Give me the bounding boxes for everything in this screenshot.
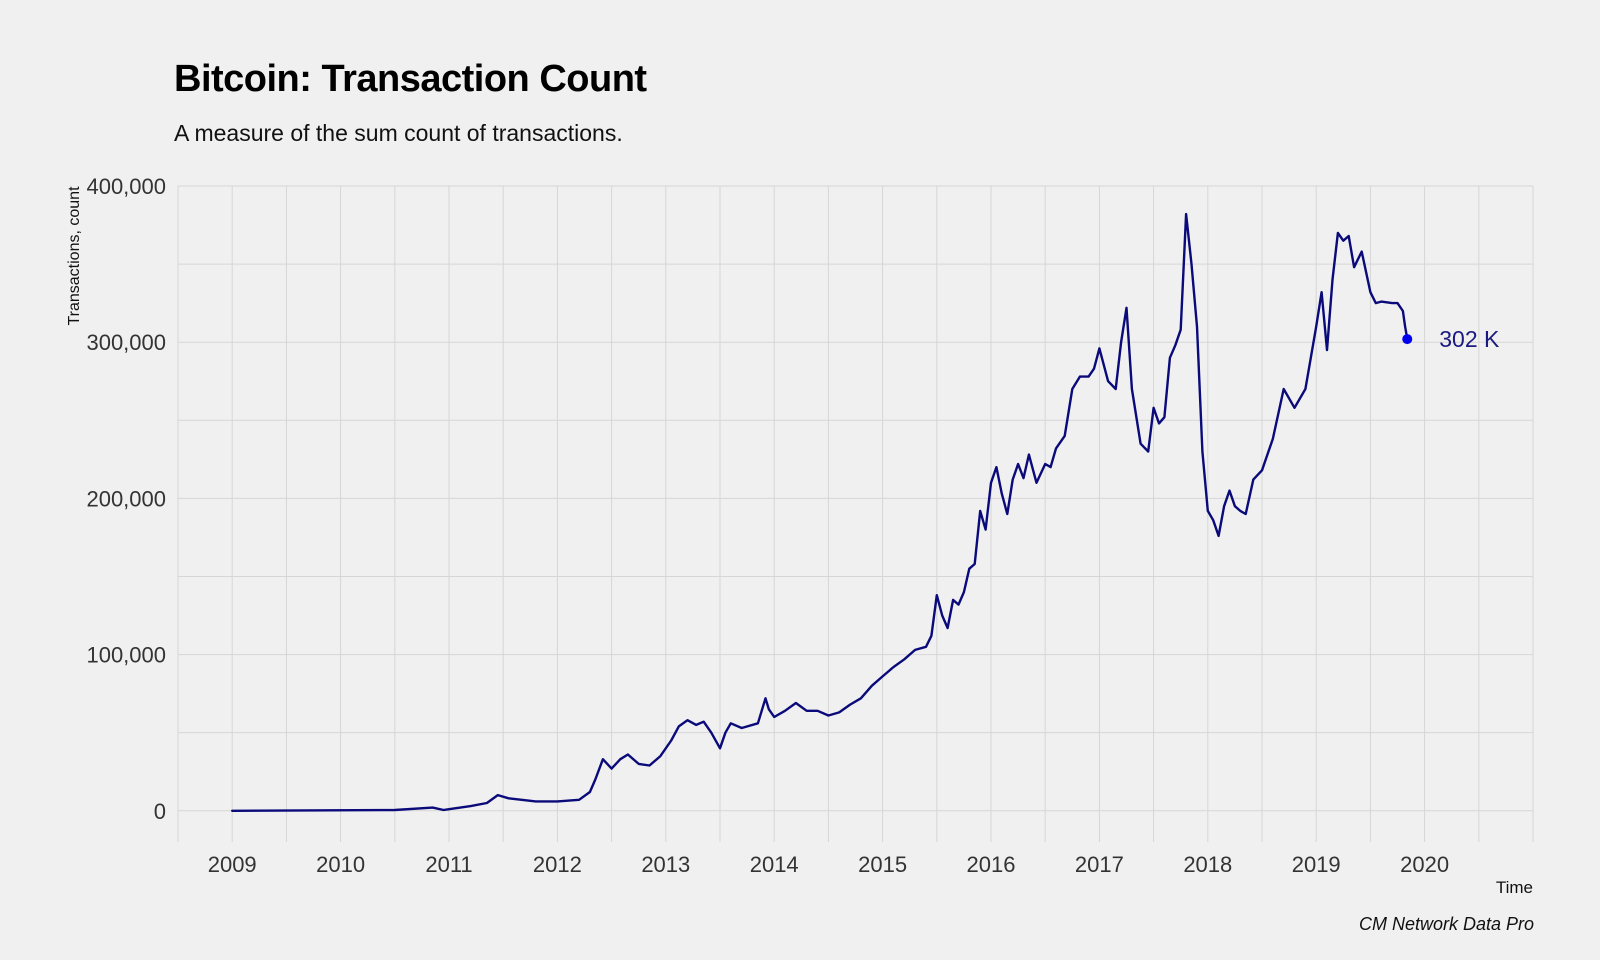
x-tick-label: 2018 — [1183, 852, 1232, 877]
x-tick-label: 2013 — [641, 852, 690, 877]
x-tick-label: 2010 — [316, 852, 365, 877]
chart-subtitle: A measure of the sum count of transactio… — [174, 120, 623, 146]
series-layer: 302 K — [231, 212, 1500, 812]
y-tick-label: 200,000 — [86, 486, 166, 511]
x-tick-label: 2009 — [208, 852, 257, 877]
x-tick-label: 2020 — [1400, 852, 1449, 877]
x-tick-label: 2011 — [425, 852, 472, 877]
x-tick-label: 2017 — [1075, 852, 1124, 877]
last-value-label: 302 K — [1439, 326, 1500, 352]
x-tick-label: 2012 — [533, 852, 582, 877]
x-axis-label: Time — [1496, 878, 1533, 897]
x-tick-label: 2014 — [750, 852, 799, 877]
y-tick-label: 400,000 — [86, 174, 166, 199]
axis-layer: 0 100,000 200,000 300,000 400,000 2009 2010 201… — [86, 174, 1449, 877]
y-tick-label: 100,000 — [86, 643, 166, 668]
grid-layer — [177, 185, 1534, 842]
x-tick-label: 2019 — [1292, 852, 1341, 877]
x-tick-label: 2016 — [967, 852, 1016, 877]
x-tick-label: 2015 — [858, 852, 907, 877]
source-caption: CM Network Data Pro — [1358, 914, 1534, 934]
y-axis-label: Transactions, count — [66, 186, 83, 326]
chart-title: Bitcoin: Transaction Count — [174, 58, 647, 100]
transaction-count-line — [231, 212, 1409, 812]
y-tick-label: 300,000 — [86, 330, 166, 355]
y-tick-label: 0 — [154, 799, 166, 824]
last-value-point — [1402, 334, 1413, 345]
